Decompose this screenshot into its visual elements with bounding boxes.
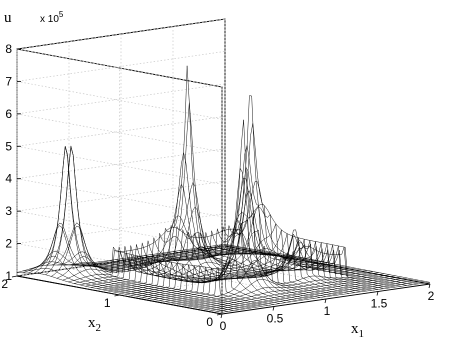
mesh-line-y (109, 233, 315, 299)
mesh-line-y (68, 246, 275, 305)
x-tick-label: 0.5 (267, 312, 284, 326)
mesh-line-y (132, 229, 338, 296)
mesh-line-y (16, 272, 223, 313)
x2-axis-label: x2 (88, 315, 101, 334)
x-tick-mark (428, 283, 431, 289)
mesh-line-y (97, 166, 303, 301)
mesh-line-y (45, 145, 251, 309)
mesh-line-y (57, 251, 263, 307)
mesh-line-y (201, 247, 407, 286)
mesh-line-y (207, 246, 413, 285)
z-exponent-label: x 105 (40, 10, 64, 25)
mesh-line-y (155, 232, 361, 293)
mesh-line-y (22, 268, 228, 312)
mesh-line-y (178, 95, 384, 289)
z-tick-label: 8 (5, 42, 12, 56)
mesh-line-y (224, 243, 431, 283)
mesh-line-y (80, 245, 286, 303)
mesh-line-y (149, 233, 355, 293)
z-gridline (16, 51, 226, 120)
z-tick-label: 2 (5, 237, 12, 251)
x-tick-label: 1 (324, 304, 331, 318)
mesh-line-y (184, 181, 390, 289)
surface-mesh (16, 65, 431, 313)
x-tick-mark (376, 291, 379, 296)
mesh-line-y (161, 230, 367, 292)
mesh-line-y (144, 233, 350, 294)
mesh-line-x (216, 280, 425, 312)
y-tick-label: 0 (206, 315, 213, 329)
z-tick-label: 7 (5, 74, 12, 88)
x-gridline (224, 19, 431, 285)
mesh-line-y (34, 225, 240, 310)
mesh-line-y (126, 181, 332, 297)
y-tick-mark (114, 294, 120, 297)
x-tick-label: 2 (428, 289, 435, 303)
x-tick-mark (220, 313, 223, 319)
x-tick-mark (272, 306, 275, 311)
z-axis-label: u (4, 10, 12, 26)
x1-axis-label: x1 (351, 321, 364, 340)
y-tick-label: 1 (104, 296, 111, 310)
mesh-line-y (115, 183, 321, 298)
mesh-line-y (51, 222, 257, 308)
mesh-line-y (138, 232, 344, 295)
background-grid (16, 18, 431, 315)
mesh-line-y (213, 245, 419, 285)
z-tick-label: 4 (5, 172, 12, 186)
y-tick-mark (11, 275, 18, 278)
y-tick-mark (216, 313, 223, 316)
y-tick-label: 2 (1, 277, 8, 291)
mesh-line-y (86, 232, 292, 303)
x-tick-label: 0 (220, 319, 227, 333)
x-tick-mark (324, 298, 327, 304)
z-tick-label: 1 (5, 269, 12, 283)
z-tick-label: 3 (5, 204, 12, 218)
mesh-line-y (190, 204, 396, 288)
x-gridline (172, 26, 379, 292)
mesh-line-y (172, 178, 379, 290)
z-tick-label: 5 (5, 139, 12, 153)
mesh-line-y (92, 167, 298, 302)
mesh-line-y (103, 229, 309, 300)
x-tick-label: 1.5 (371, 297, 388, 311)
mesh-line-y (40, 146, 246, 310)
mesh-line-y (120, 65, 327, 297)
z-tick-label: 6 (5, 107, 12, 121)
mesh-line-y (167, 228, 373, 291)
mesh-line-y (196, 248, 402, 287)
